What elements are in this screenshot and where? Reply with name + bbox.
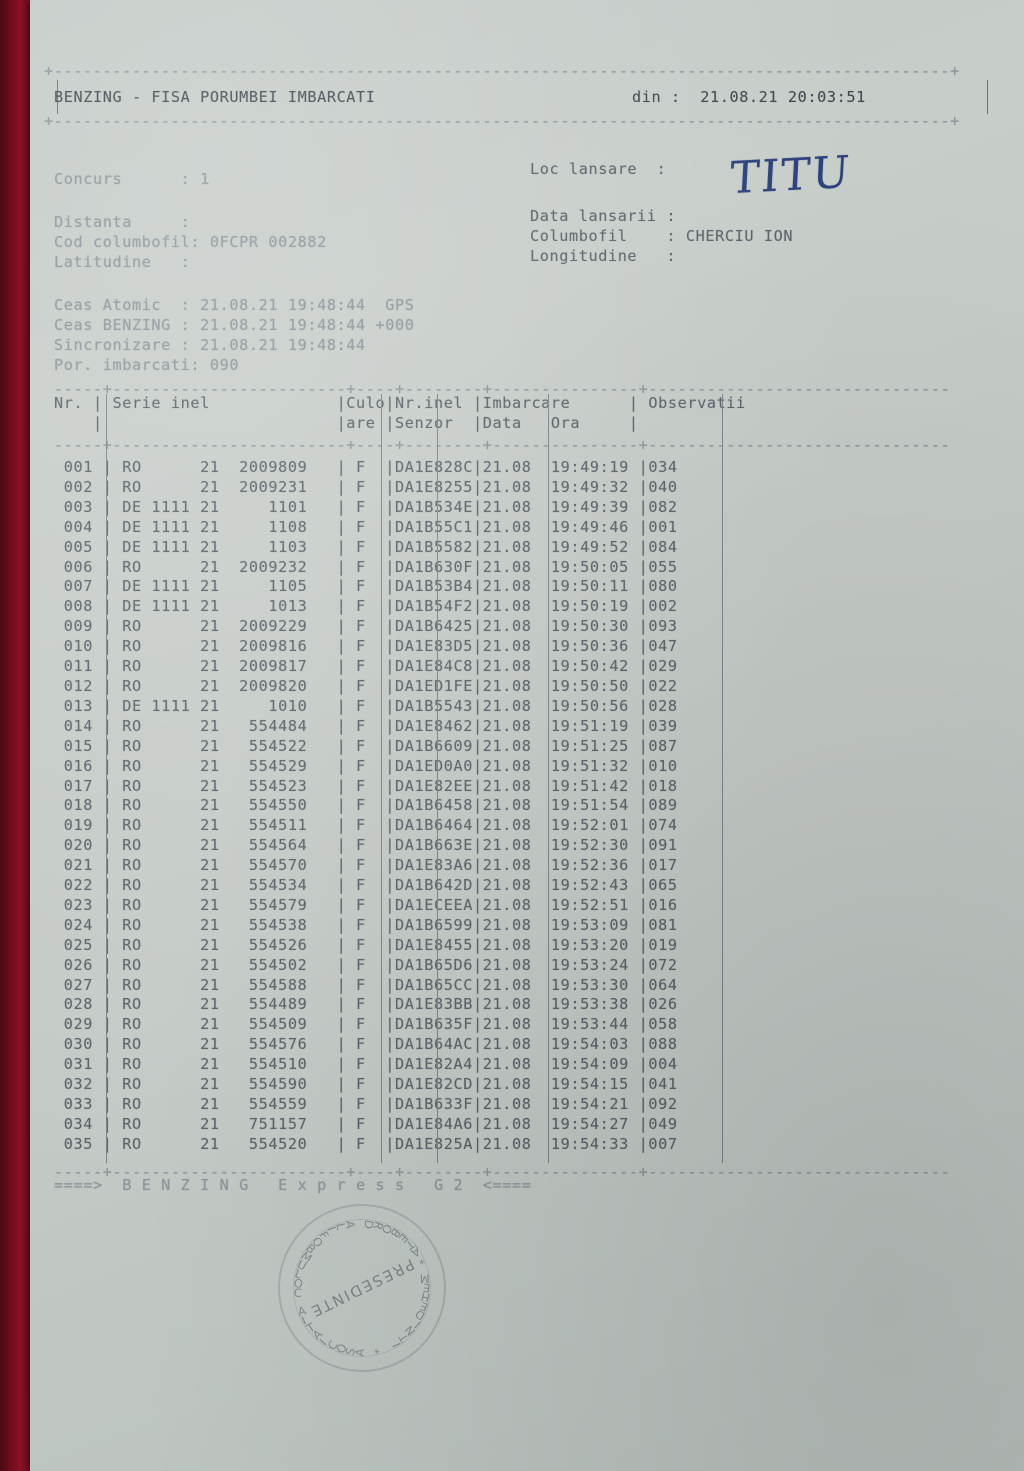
handwritten-loc-lansare: TITU — [728, 146, 853, 205]
header-border-left — [57, 80, 58, 114]
table-header: Nr. | Serie inel |Culo|Nr.inel |Imbarcar… — [54, 394, 746, 432]
header-rule-top: +---------------------------------------… — [44, 62, 960, 80]
header-border-right — [987, 80, 988, 114]
print-timestamp: din : 21.08.21 20:03:51 — [632, 88, 866, 108]
clock-sync-block: Ceas Atomic : 21.08.21 19:48:44 GPS Ceas… — [54, 296, 415, 374]
meta-loc-lansare: Loc lansare : — [530, 160, 667, 178]
meta-left-details: Distanta : Cod columbofil: 0FCPR 002882 … — [54, 213, 327, 271]
header-rule-bottom: +---------------------------------------… — [44, 112, 960, 130]
meta-right-details: Data lansarii : Columbofil : CHERCIU ION… — [530, 207, 794, 265]
table-col-sep-2 — [381, 394, 382, 1163]
table-rule-bottom: -----+------------------------+----+----… — [54, 1163, 951, 1181]
table-col-sep-1 — [106, 394, 107, 1163]
table-body: 001 | RO 21 2009809 | F |DA1E828C|21.08 … — [63, 458, 678, 1153]
footer-branding: ====> B E N Z I N G E x p r e s s G 2 <=… — [54, 1176, 532, 1194]
printout-sheet: +---------------------------------------… — [30, 0, 1024, 1471]
table-col-sep-5 — [722, 394, 723, 1163]
din-value: 21.08.21 20:03:51 — [700, 88, 866, 106]
table-rule-header: -----+------------------------+----+----… — [54, 436, 951, 454]
table-col-sep-4 — [548, 394, 549, 1163]
table-rule-top: -----+------------------------+----+----… — [54, 380, 951, 398]
table-col-sep-3 — [437, 394, 438, 1163]
meta-concurs: Concurs : 1 — [54, 170, 210, 188]
din-label: din : — [632, 88, 681, 106]
document-title: BENZING - FISA PORUMBEI IMBARCATI — [54, 88, 376, 106]
